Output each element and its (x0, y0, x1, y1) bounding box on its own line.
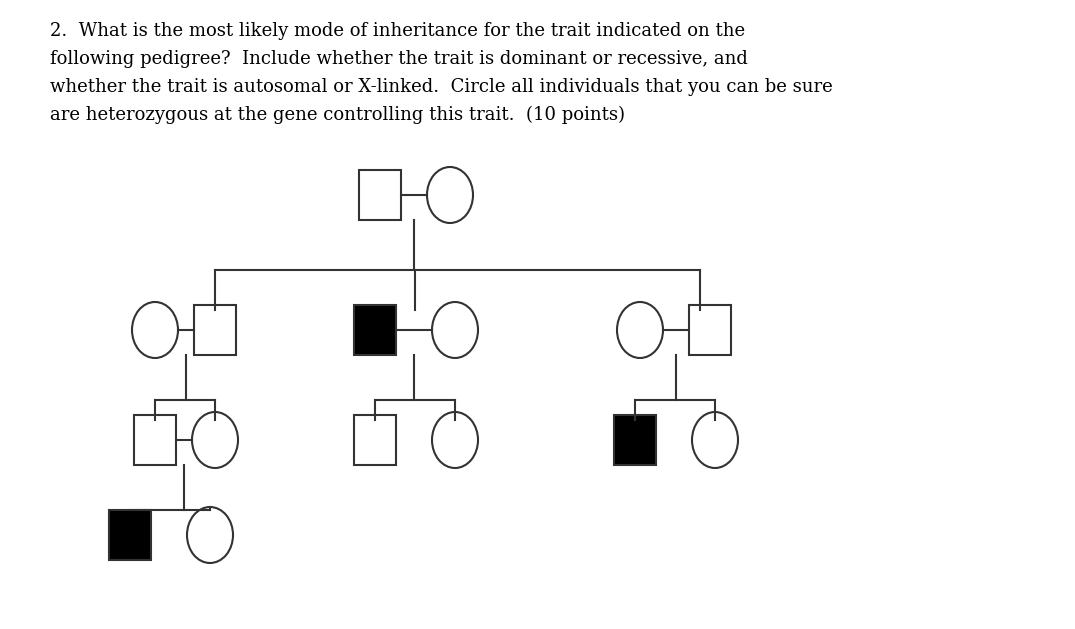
Ellipse shape (432, 302, 478, 358)
Text: 2.  What is the most likely mode of inheritance for the trait indicated on the: 2. What is the most likely mode of inher… (51, 22, 745, 40)
Bar (689, 305, 731, 355)
Ellipse shape (617, 302, 663, 358)
Bar (134, 415, 176, 465)
Text: following pedigree?  Include whether the trait is dominant or recessive, and: following pedigree? Include whether the … (51, 50, 748, 68)
Ellipse shape (432, 412, 478, 468)
Ellipse shape (692, 412, 739, 468)
Text: are heterozygous at the gene controlling this trait.  (10 points): are heterozygous at the gene controlling… (51, 106, 625, 125)
Ellipse shape (192, 412, 238, 468)
Ellipse shape (427, 167, 473, 223)
Bar (614, 415, 656, 465)
Text: whether the trait is autosomal or X-linked.  Circle all individuals that you can: whether the trait is autosomal or X-link… (51, 78, 833, 96)
Bar (354, 305, 396, 355)
Bar (194, 305, 236, 355)
Bar (354, 415, 396, 465)
Bar (359, 170, 401, 220)
Ellipse shape (187, 507, 233, 563)
Ellipse shape (132, 302, 178, 358)
Bar (109, 510, 150, 560)
